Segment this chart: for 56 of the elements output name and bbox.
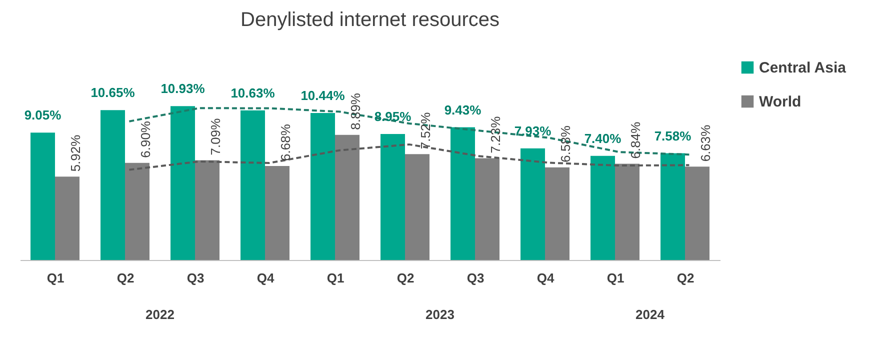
text: 2023 [426, 307, 454, 322]
bar [240, 110, 265, 260]
x-tick-label: Q4 [536, 270, 555, 286]
bar [265, 166, 290, 260]
data-label: 9.43% [444, 102, 482, 118]
x-tick-label: Q3 [186, 270, 204, 286]
data-label: 10.63% [230, 85, 276, 100]
data-label: 7.09% [208, 118, 223, 156]
bar [520, 148, 545, 260]
data-label: 8.95% [374, 109, 412, 124]
bar [475, 158, 500, 260]
x-tick-label: Q1 [606, 270, 624, 286]
data-label: 6.63% [698, 124, 713, 162]
text: 2024 [636, 307, 666, 322]
bar [590, 156, 615, 260]
x-tick-label: Q2 [116, 270, 134, 286]
bar [125, 162, 150, 260]
bar [380, 134, 405, 260]
data-label: 10.93% [160, 81, 206, 96]
x-tick-label: Q4 [256, 270, 275, 286]
data-label: 7.40% [584, 130, 622, 146]
bar [335, 134, 360, 260]
x-tick-label: Q1 [326, 270, 344, 286]
data-label: 7.52% [418, 112, 433, 150]
bar [170, 106, 195, 260]
data-label: 7.23% [488, 116, 503, 154]
legend-label: Central Asia [759, 60, 847, 76]
bar [450, 127, 475, 260]
data-label: 10.44% [300, 88, 346, 104]
data-label: 10.65% [90, 85, 136, 100]
data-label: 6.90% [138, 120, 153, 158]
data-label: 5.92% [68, 134, 83, 172]
x-tick-label: Q2 [396, 270, 414, 286]
bar [310, 113, 335, 260]
bar [30, 132, 55, 260]
chart-title: Denylisted internet resources [240, 9, 500, 31]
bar [195, 160, 220, 260]
data-label: 7.93% [514, 123, 552, 138]
text: 2022 [146, 307, 174, 322]
x-tick-label: Q2 [676, 270, 694, 286]
data-label: 6.58% [558, 125, 573, 162]
data-label: 9.05% [24, 108, 62, 123]
bar [545, 167, 570, 260]
data-label: 6.84% [628, 121, 643, 159]
legend-label: World [759, 94, 802, 110]
bar [100, 110, 125, 260]
data-label: 8.89% [348, 92, 363, 130]
x-tick-label: Q1 [46, 270, 64, 286]
bar [405, 154, 430, 260]
x-tick-label: Q3 [466, 270, 484, 286]
bar [55, 176, 80, 260]
bar [615, 164, 640, 260]
data-label: 7.58% [654, 128, 692, 144]
bar [660, 153, 685, 260]
bar [685, 166, 710, 260]
data-label: 6.68% [278, 124, 293, 161]
